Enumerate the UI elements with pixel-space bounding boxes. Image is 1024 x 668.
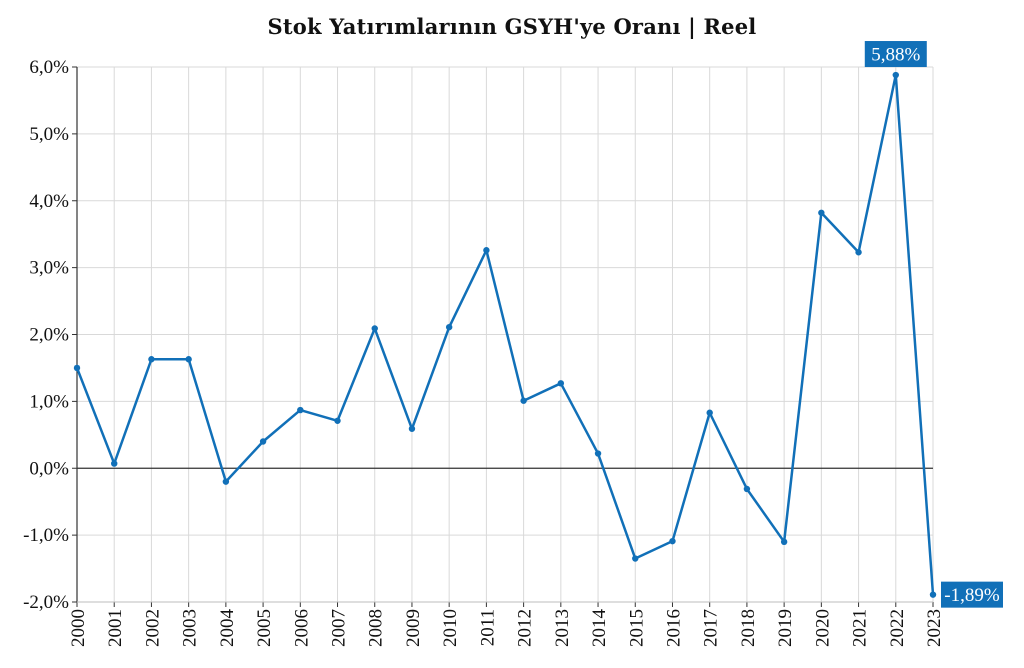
axes [72, 66, 934, 607]
x-tick-label: 2021 [850, 609, 871, 647]
x-tick-label: 2015 [626, 609, 647, 647]
data-label-text: 5,88% [871, 45, 920, 66]
x-tick-label: 2010 [440, 609, 461, 647]
data-point [445, 323, 453, 331]
data-point [929, 591, 937, 598]
y-tick-label: 6,0% [29, 57, 69, 78]
x-tick-label: 2008 [366, 609, 387, 647]
data-point [706, 409, 713, 416]
x-tick-label: 2022 [887, 609, 908, 647]
data-point [222, 478, 230, 485]
x-tick-label: 2009 [403, 609, 424, 647]
data-point [185, 356, 192, 363]
y-tick-label: 1,0% [29, 391, 69, 412]
x-tick-label: 2018 [738, 609, 759, 647]
data-point [408, 425, 416, 432]
x-tick-label: 2019 [775, 609, 796, 647]
data-point [148, 356, 155, 363]
data-point [520, 397, 527, 404]
x-tick-label: 2006 [291, 609, 312, 647]
data-point [818, 209, 825, 216]
data-point [855, 249, 862, 256]
data-label-box [864, 41, 927, 68]
data-point [483, 247, 490, 254]
x-axis-ticks: 2000 2001 2002 2003 2004 2005 2006 2007 2008 2009… [68, 609, 945, 648]
x-tick-label: 2011 [477, 609, 498, 646]
x-tick-label: 2007 [329, 609, 350, 647]
chart-title: Stok Yatırımlarının GSYH'ye Oranı | Reel [267, 14, 757, 39]
data-point [73, 364, 81, 372]
data-point [297, 406, 304, 414]
data-point [892, 71, 899, 79]
y-tick-label: 0,0% [29, 458, 69, 479]
x-tick-label: 2020 [812, 609, 833, 647]
x-tick-label: 2001 [105, 609, 126, 647]
x-tick-label: 2005 [254, 609, 275, 647]
data-point [334, 417, 341, 424]
series [73, 71, 937, 598]
data-point [557, 380, 565, 387]
x-tick-label: 2014 [589, 609, 610, 648]
data-point [780, 538, 788, 546]
series-line [75, 73, 935, 596]
data-point [743, 485, 751, 493]
x-tick-label: 2002 [142, 609, 163, 647]
data-point [669, 537, 676, 545]
y-tick-label: 2,0% [29, 325, 69, 346]
y-tick-label: 5,0% [29, 124, 69, 145]
x-tick-label: 2013 [552, 609, 573, 647]
x-tick-label: 2004 [217, 609, 238, 648]
y-tick-label: 4,0% [29, 191, 69, 212]
annotations: 5,88% -1,89% [864, 41, 1003, 608]
data-label-box [941, 581, 1003, 608]
x-tick-label: 2016 [663, 609, 684, 647]
x-tick-label: 2000 [68, 609, 89, 647]
data-point [371, 325, 378, 332]
data-point [632, 555, 639, 562]
x-tick-label: 2003 [180, 609, 201, 647]
gridlines [76, 66, 934, 603]
data-point [594, 450, 602, 457]
data-point [259, 438, 267, 445]
y-tick-label: -1,0% [23, 525, 69, 546]
data-point [111, 460, 118, 467]
y-tick-label: -2,0% [23, 592, 69, 613]
x-tick-label: 2012 [515, 609, 536, 647]
y-axis-ticks: 6,0% 5,0% 4,0% 3,0% 2,0% 1,0% 0,0% -1,0% -2,0% [23, 57, 69, 613]
x-tick-label: 2023 [924, 609, 945, 647]
x-tick-label: 2017 [701, 609, 722, 647]
y-tick-label: 3,0% [29, 258, 69, 279]
data-label-text: -1,89% [944, 585, 1000, 606]
